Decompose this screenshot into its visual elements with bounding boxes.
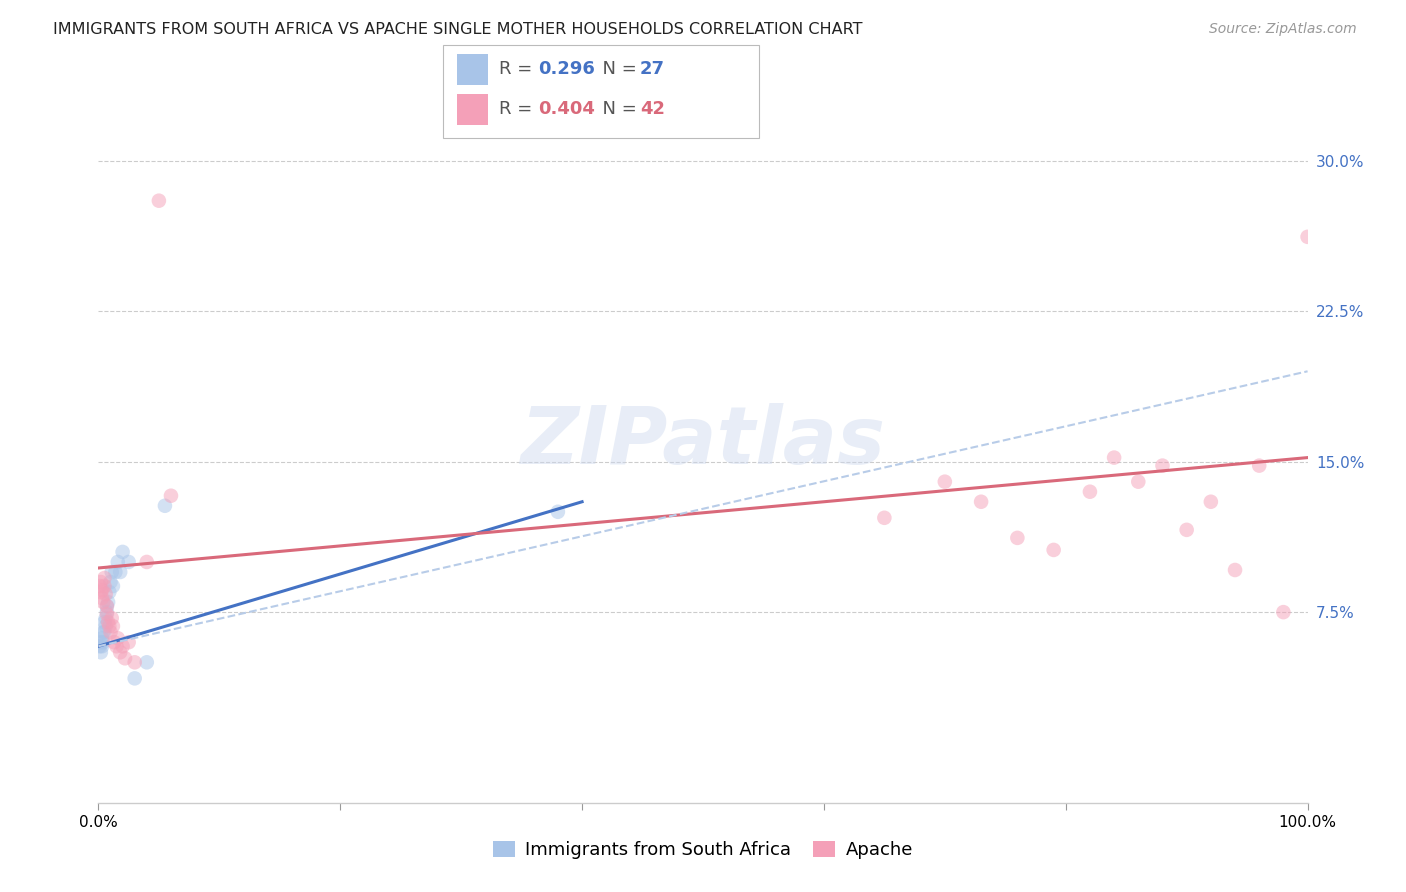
Point bbox=[91, 625, 114, 640]
Point bbox=[107, 632, 129, 646]
Text: IMMIGRANTS FROM SOUTH AFRICA VS APACHE SINGLE MOTHER HOUSEHOLDS CORRELATION CHAR: IMMIGRANTS FROM SOUTH AFRICA VS APACHE S… bbox=[53, 22, 863, 37]
Point bbox=[103, 635, 125, 649]
Point bbox=[91, 591, 114, 606]
Point bbox=[1042, 542, 1064, 557]
Point bbox=[97, 615, 120, 630]
Text: ZIPatlas: ZIPatlas bbox=[520, 402, 886, 481]
Point bbox=[153, 499, 176, 513]
Point bbox=[1199, 494, 1222, 508]
Text: R =: R = bbox=[499, 100, 538, 118]
Point bbox=[96, 599, 118, 614]
Point bbox=[100, 565, 122, 579]
Text: 0.296: 0.296 bbox=[538, 60, 595, 78]
Point bbox=[91, 632, 114, 646]
Point bbox=[94, 611, 117, 625]
Point bbox=[91, 635, 114, 649]
Point bbox=[107, 555, 129, 569]
Point bbox=[148, 194, 170, 208]
Text: N =: N = bbox=[591, 60, 643, 78]
Text: 0.404: 0.404 bbox=[538, 100, 595, 118]
Text: R =: R = bbox=[499, 60, 538, 78]
Point bbox=[124, 655, 146, 669]
Point bbox=[90, 575, 112, 590]
Text: 42: 42 bbox=[640, 100, 665, 118]
Point bbox=[96, 599, 118, 614]
Point bbox=[108, 565, 131, 579]
Point bbox=[93, 625, 115, 640]
Point bbox=[135, 555, 157, 569]
Point bbox=[1272, 605, 1295, 619]
Point bbox=[96, 607, 118, 622]
Point bbox=[91, 583, 114, 598]
Point bbox=[160, 489, 183, 503]
Point bbox=[124, 672, 146, 686]
Point bbox=[547, 505, 569, 519]
Point bbox=[1128, 475, 1150, 489]
Point bbox=[91, 595, 114, 609]
Point bbox=[1102, 450, 1125, 465]
Point bbox=[94, 587, 117, 601]
Point bbox=[90, 585, 112, 599]
Text: 27: 27 bbox=[640, 60, 665, 78]
Point bbox=[91, 639, 114, 653]
Point bbox=[118, 555, 141, 569]
Point bbox=[1249, 458, 1271, 473]
Point bbox=[111, 639, 134, 653]
Point bbox=[108, 645, 131, 659]
Point bbox=[90, 635, 112, 649]
Point bbox=[100, 575, 122, 590]
Point bbox=[1007, 531, 1029, 545]
Point bbox=[93, 615, 115, 630]
Point bbox=[934, 475, 956, 489]
Point bbox=[114, 651, 136, 665]
Point bbox=[1223, 563, 1246, 577]
Text: N =: N = bbox=[591, 100, 643, 118]
Point bbox=[100, 625, 122, 640]
Point bbox=[101, 619, 124, 633]
Point bbox=[98, 585, 121, 599]
Point bbox=[93, 579, 115, 593]
Point bbox=[104, 565, 127, 579]
Point bbox=[1175, 523, 1198, 537]
Point bbox=[101, 579, 124, 593]
Point bbox=[135, 655, 157, 669]
Point bbox=[89, 579, 111, 593]
Point bbox=[873, 510, 896, 524]
Point bbox=[1152, 458, 1174, 473]
Text: Source: ZipAtlas.com: Source: ZipAtlas.com bbox=[1209, 22, 1357, 37]
Point bbox=[105, 639, 128, 653]
Point bbox=[96, 605, 118, 619]
Point bbox=[111, 545, 134, 559]
Point bbox=[90, 645, 112, 659]
Point bbox=[118, 635, 141, 649]
Point bbox=[97, 595, 120, 609]
Point bbox=[100, 611, 122, 625]
Point bbox=[94, 619, 117, 633]
Point bbox=[1296, 230, 1319, 244]
Point bbox=[1078, 484, 1101, 499]
Point bbox=[93, 571, 115, 585]
Point bbox=[98, 619, 121, 633]
Point bbox=[970, 494, 993, 508]
Legend: Immigrants from South Africa, Apache: Immigrants from South Africa, Apache bbox=[485, 833, 921, 866]
Point bbox=[89, 639, 111, 653]
